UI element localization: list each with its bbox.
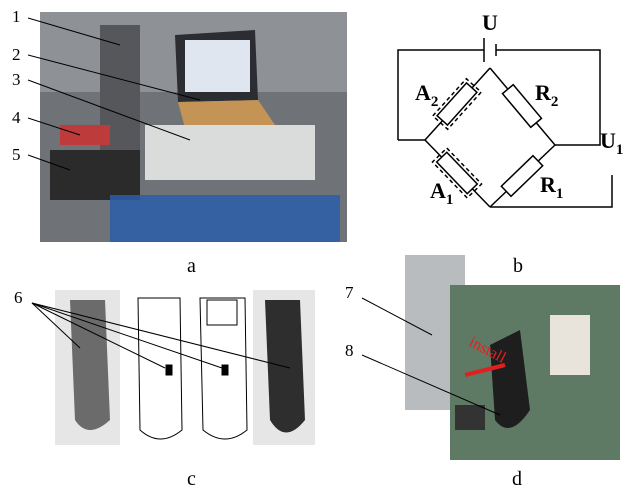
label-part: 1 bbox=[616, 142, 624, 158]
photo-a bbox=[40, 12, 347, 242]
label-part: R bbox=[535, 80, 552, 105]
callout: 5 bbox=[12, 145, 21, 164]
label-part: 1 bbox=[556, 186, 564, 202]
panel-label: c bbox=[187, 468, 196, 490]
label-part: A bbox=[415, 80, 431, 105]
panel-label: b bbox=[513, 255, 523, 277]
label-part: 2 bbox=[551, 94, 559, 110]
callout-lines-d bbox=[361, 297, 501, 416]
photos-d bbox=[405, 255, 620, 460]
photos-c bbox=[55, 290, 315, 445]
callout: 7 bbox=[345, 283, 354, 302]
callout: 3 bbox=[12, 70, 21, 89]
label-part: 1 bbox=[446, 192, 454, 208]
callout-lines-a bbox=[27, 17, 201, 171]
drawings-c bbox=[137, 297, 248, 440]
label-part: 2 bbox=[431, 94, 439, 110]
callout: 4 bbox=[12, 108, 21, 127]
callout: 2 bbox=[12, 45, 21, 64]
label-part: A bbox=[430, 178, 446, 203]
panel-label: d bbox=[512, 468, 522, 490]
circuit-label: U1 bbox=[600, 128, 623, 158]
panel-label: a bbox=[187, 255, 196, 277]
circuit-label: R2 bbox=[535, 80, 558, 110]
callout: 6 bbox=[14, 288, 23, 307]
circuit-label: U bbox=[482, 10, 498, 35]
circuit-label: A2 bbox=[415, 80, 438, 110]
label-part: R bbox=[540, 172, 557, 197]
callout: 8 bbox=[345, 341, 354, 360]
circuit bbox=[397, 38, 613, 208]
callout-lines-c bbox=[31, 302, 291, 369]
callout: 1 bbox=[12, 7, 21, 26]
circuit-label: R1 bbox=[540, 172, 563, 202]
label-part: U bbox=[600, 128, 616, 153]
circuit-label: A1 bbox=[430, 178, 453, 208]
